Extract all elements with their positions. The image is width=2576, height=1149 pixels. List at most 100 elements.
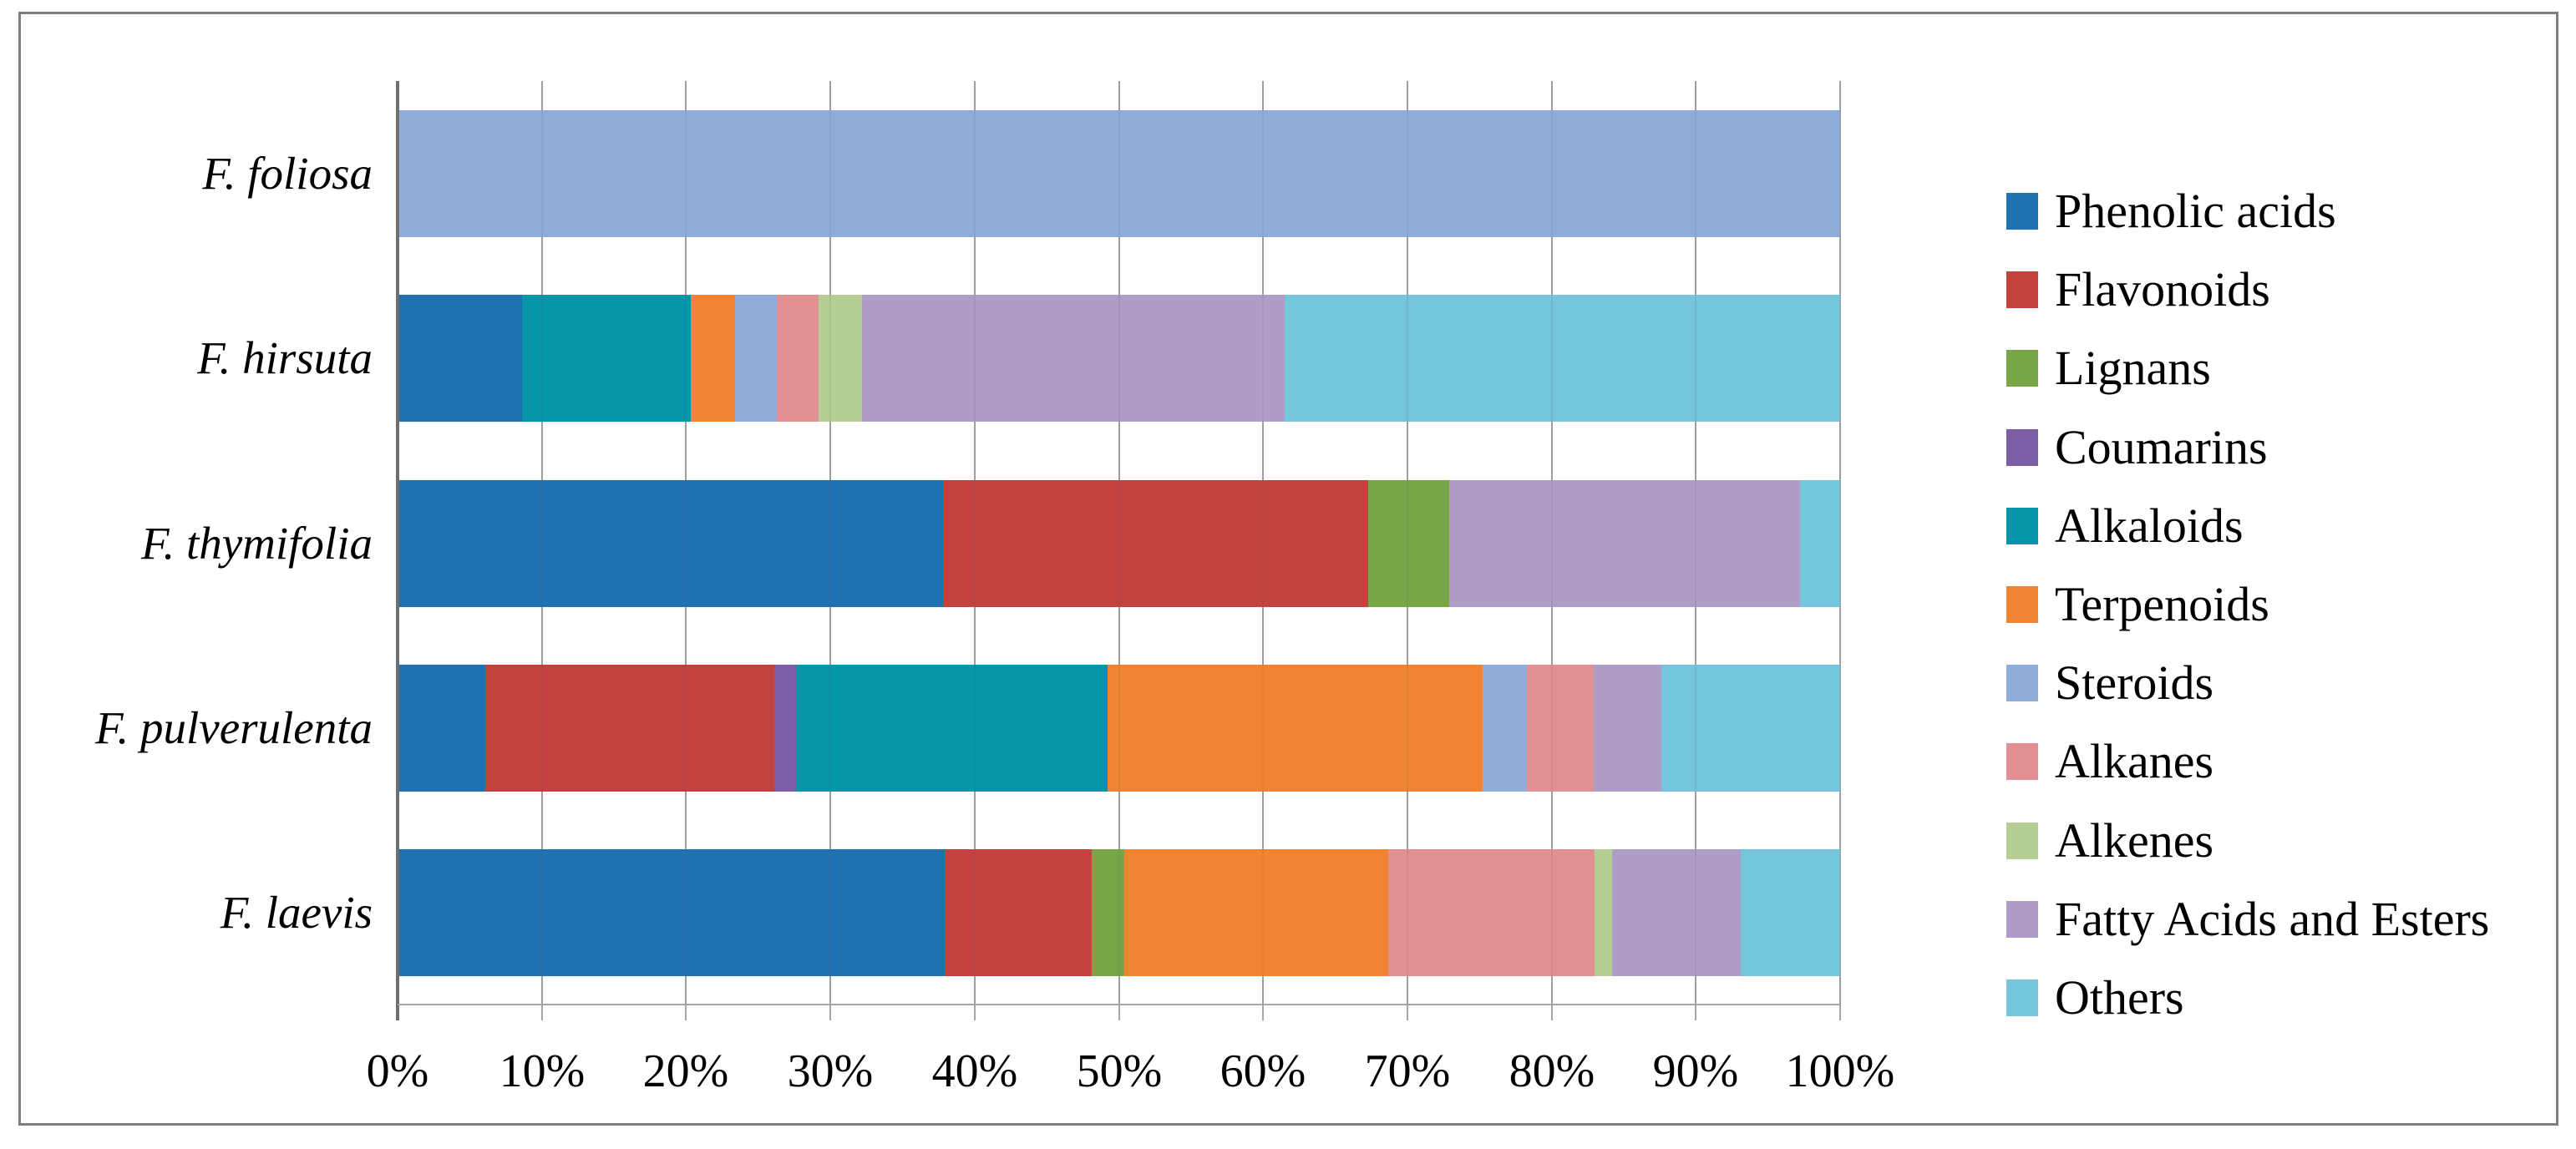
bar-segment [1124, 849, 1389, 976]
gridline-overlay [685, 81, 687, 1005]
category-label: F. foliosa [202, 148, 373, 199]
gridline-overlay [1695, 81, 1696, 1005]
bar-segment [521, 295, 691, 422]
legend-swatch [2006, 271, 2038, 308]
bar-segment [1388, 849, 1595, 976]
bar-row [398, 480, 1840, 607]
category-label: F. hirsuta [197, 332, 373, 383]
legend-swatch [2006, 823, 2038, 859]
bar-segment [690, 295, 736, 422]
x-tick-label: 20% [642, 1045, 729, 1097]
gridline-overlay [1407, 81, 1408, 1005]
legend-swatch [2006, 901, 2038, 938]
bar-segment [1368, 480, 1449, 607]
gridline-overlay [1551, 81, 1553, 1005]
x-axis-line [398, 1004, 1840, 1005]
x-tick-label: 90% [1652, 1045, 1739, 1097]
legend-label: Alkaloids [2055, 499, 2244, 553]
bar-segment [735, 295, 778, 422]
legend-item: Alkaloids [2006, 487, 2244, 565]
legend-item: Coumarins [2006, 408, 2268, 487]
bar-segment [1661, 665, 1840, 792]
category-label: F. laevis [220, 887, 373, 938]
x-tick-label: 60% [1220, 1045, 1306, 1097]
category-label: F. pulverulenta [95, 702, 373, 753]
bar-row [398, 295, 1840, 422]
bar-segment [398, 295, 522, 422]
category-label: F. thymifolia [140, 518, 373, 569]
legend-swatch [2006, 350, 2038, 387]
x-tick-label: 30% [787, 1045, 874, 1097]
gridline-overlay [1118, 81, 1120, 1005]
gridline-overlay [974, 81, 976, 1005]
gridline-overlay [541, 81, 543, 1005]
legend-label: Coumarins [2055, 420, 2268, 474]
legend-item: Lignans [2006, 329, 2211, 407]
legend-item: Terpenoids [2006, 565, 2269, 644]
plot-area [396, 81, 1841, 1020]
bar-segment [944, 849, 1092, 976]
legend-label: Flavonoids [2055, 262, 2270, 316]
y-axis-line [396, 81, 399, 1020]
legend-label: Alkanes [2055, 734, 2214, 788]
bar-segment [398, 665, 486, 792]
x-tick-label: 50% [1076, 1045, 1163, 1097]
legend-item: Alkenes [2006, 802, 2213, 880]
legend-swatch [2006, 586, 2038, 623]
bar-segment [1740, 849, 1840, 976]
legend-swatch [2006, 193, 2038, 230]
gridline [1839, 81, 1841, 1020]
bar-segment [1799, 480, 1840, 607]
bar-segment [1107, 665, 1483, 792]
bar-segment [1482, 665, 1528, 792]
bar-segment [485, 665, 774, 792]
bar-segment [795, 665, 1108, 792]
x-tick-label: 70% [1364, 1045, 1451, 1097]
legend-swatch [2006, 508, 2038, 544]
gridline-overlay [1839, 81, 1841, 1005]
x-tick-label: 10% [499, 1045, 586, 1097]
bar-segment [1285, 295, 1840, 422]
legend-label: Terpenoids [2055, 577, 2269, 631]
bar-segment [1091, 849, 1125, 976]
gridline-overlay [1262, 81, 1264, 1005]
bar-segment [398, 110, 1840, 237]
legend-item: Phenolic acids [2006, 172, 2336, 251]
bar-segment [1612, 849, 1741, 976]
x-tick-label: 100% [1785, 1045, 1895, 1097]
legend-label: Steroids [2055, 655, 2214, 710]
legend-label: Fatty Acids and Esters [2055, 892, 2490, 946]
bar-segment [398, 849, 945, 976]
legend-item: Flavonoids [2006, 251, 2270, 329]
bar-segment [862, 295, 1285, 422]
bar-segment [942, 480, 1369, 607]
bar-segment [777, 295, 819, 422]
legend-item: Fatty Acids and Esters [2006, 880, 2489, 959]
bar-segment [773, 665, 796, 792]
legend-swatch [2006, 979, 2038, 1016]
x-tick-label: 80% [1509, 1045, 1595, 1097]
legend-swatch [2006, 665, 2038, 701]
legend-item: Steroids [2006, 644, 2213, 722]
legend-item: Alkanes [2006, 722, 2213, 801]
bar-segment [1593, 665, 1661, 792]
legend-swatch [2006, 743, 2038, 780]
legend-label: Alkenes [2055, 813, 2214, 868]
gridline-overlay [829, 81, 831, 1005]
legend-label: Others [2055, 970, 2184, 1025]
bar-segment [398, 480, 943, 607]
bar-row [398, 110, 1840, 237]
legend-item: Others [2006, 959, 2184, 1037]
legend-label: Lignans [2055, 341, 2211, 395]
legend-label: Phenolic acids [2055, 184, 2336, 238]
legend-swatch [2006, 429, 2038, 466]
bar-segment [819, 295, 863, 422]
bar-segment [1448, 480, 1800, 607]
bar-row [398, 849, 1840, 976]
bar-row [398, 665, 1840, 792]
bar-segment [1595, 849, 1613, 976]
x-tick-label: 0% [366, 1045, 429, 1097]
x-tick-label: 40% [931, 1045, 1018, 1097]
bar-segment [1527, 665, 1594, 792]
